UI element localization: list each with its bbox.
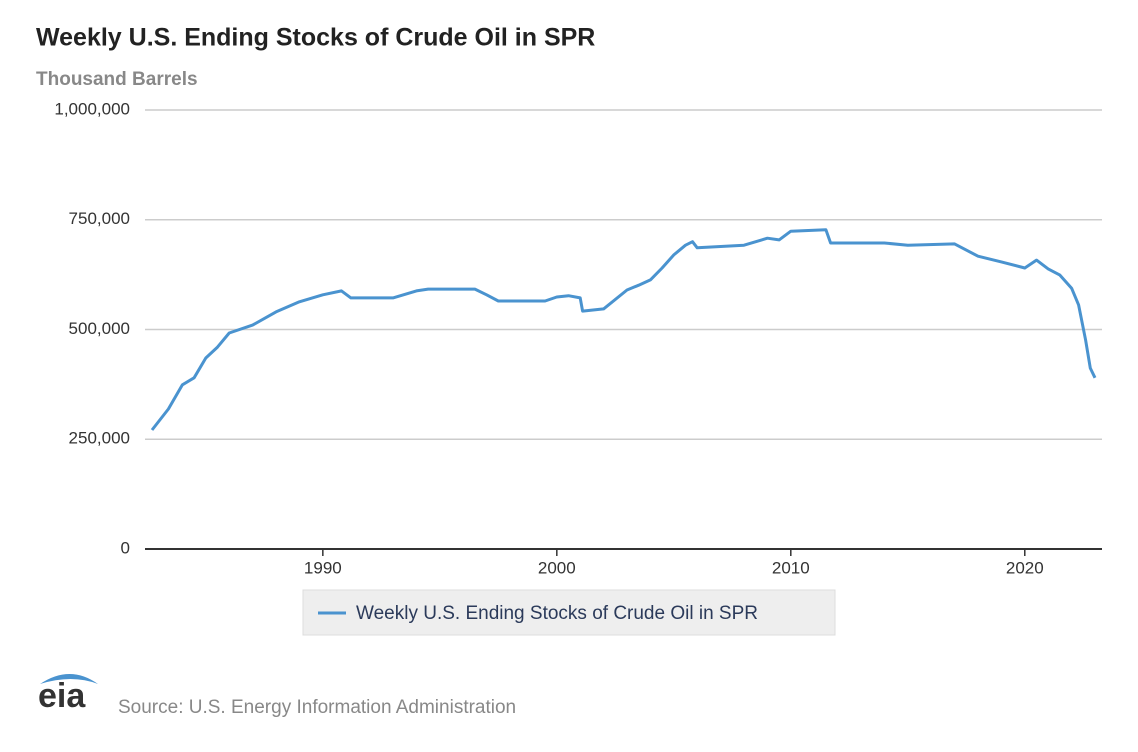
logo-swoosh (40, 674, 98, 684)
chart-subtitle: Thousand Barrels (36, 69, 198, 90)
y-tick-label: 500,000 (69, 319, 130, 338)
source: Source: U.S. Energy Information Administ… (118, 697, 516, 718)
x-tick-label: 2000 (538, 558, 576, 577)
y-tick-label: 750,000 (69, 209, 130, 228)
logo: eia (38, 677, 86, 715)
data-line (150, 228, 1097, 431)
y-tick-label: 0 (121, 538, 130, 557)
x-tick-label: 2020 (1006, 558, 1044, 577)
y-tick-label: 1,000,000 (54, 99, 130, 118)
legend-label: Weekly U.S. Ending Stocks of Crude Oil i… (356, 603, 758, 624)
legend-box (302, 589, 836, 636)
x-tick-label: 1990 (304, 558, 342, 577)
y-tick-label: 250,000 (69, 429, 130, 448)
x-tick-label: 2010 (772, 558, 810, 577)
chart-title: Weekly U.S. Ending Stocks of Crude Oil i… (36, 24, 595, 52)
